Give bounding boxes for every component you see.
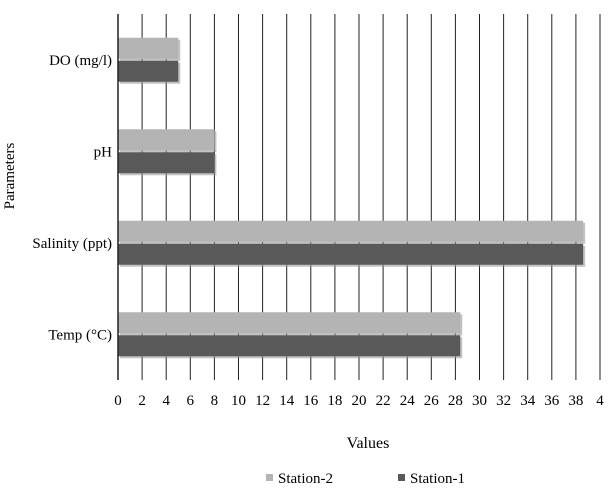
x-tick-label: 20 — [352, 393, 367, 409]
x-tick-label: 32 — [496, 393, 511, 409]
x-tick-label: 4 — [162, 393, 170, 409]
y-axis-label: Parameters — [2, 143, 18, 210]
category-label: Temp (°C) — [48, 327, 112, 343]
legend-label-station-2: Station-2 — [278, 471, 333, 487]
x-axis-label: Values — [347, 435, 390, 452]
x-tick-label: 14 — [279, 393, 295, 409]
legend-label-station-1: Station-1 — [410, 471, 465, 487]
x-tick-label: 28 — [448, 393, 463, 409]
legend-swatch-station-1 — [398, 474, 405, 481]
x-tick-label: 2 — [138, 393, 146, 409]
x-tick-label: 36 — [544, 393, 560, 409]
bar-station-1-0 — [118, 60, 179, 82]
bar-station-2-1 — [118, 129, 215, 151]
x-tick-label: 12 — [255, 393, 270, 409]
x-tick-label: 24 — [400, 393, 416, 409]
x-tick-label: 26 — [424, 393, 440, 409]
category-label: pH — [94, 144, 113, 160]
x-tick-label: 8 — [211, 393, 219, 409]
x-tick-label: 10 — [231, 393, 246, 409]
x-tick-label: 4 — [596, 393, 604, 409]
x-tick-label: 16 — [303, 393, 319, 409]
x-tick-label: 30 — [472, 393, 487, 409]
legend-swatch-station-2 — [266, 474, 273, 481]
x-tick-labels: 0 2 4 6 8 10 12 14 16 18 20 22 24 26 28 30 32 34 36 38 4 — [114, 393, 604, 409]
bar-station-2-3 — [118, 312, 461, 334]
category-label: DO (mg/l) — [49, 53, 112, 69]
legend: Station-2 Station-1 — [266, 471, 465, 487]
x-tick-label: 38 — [568, 393, 583, 409]
x-tick-label: 6 — [187, 393, 195, 409]
bar-station-1-1 — [118, 152, 215, 174]
bar-station-2-0 — [118, 37, 179, 59]
x-tick-label: 34 — [520, 393, 536, 409]
x-tick-label: 22 — [376, 393, 391, 409]
category-labels: DO (mg/l) pH Salinity (ppt) Temp (°C) — [32, 53, 112, 344]
bar-station-1-3 — [118, 335, 461, 357]
bar-station-2-2 — [118, 220, 584, 242]
x-tick-label: 0 — [114, 393, 122, 409]
bar-station-1-2 — [118, 243, 584, 265]
bars — [118, 37, 586, 359]
x-tick-label: 18 — [327, 393, 342, 409]
category-label: Salinity (ppt) — [32, 236, 112, 252]
